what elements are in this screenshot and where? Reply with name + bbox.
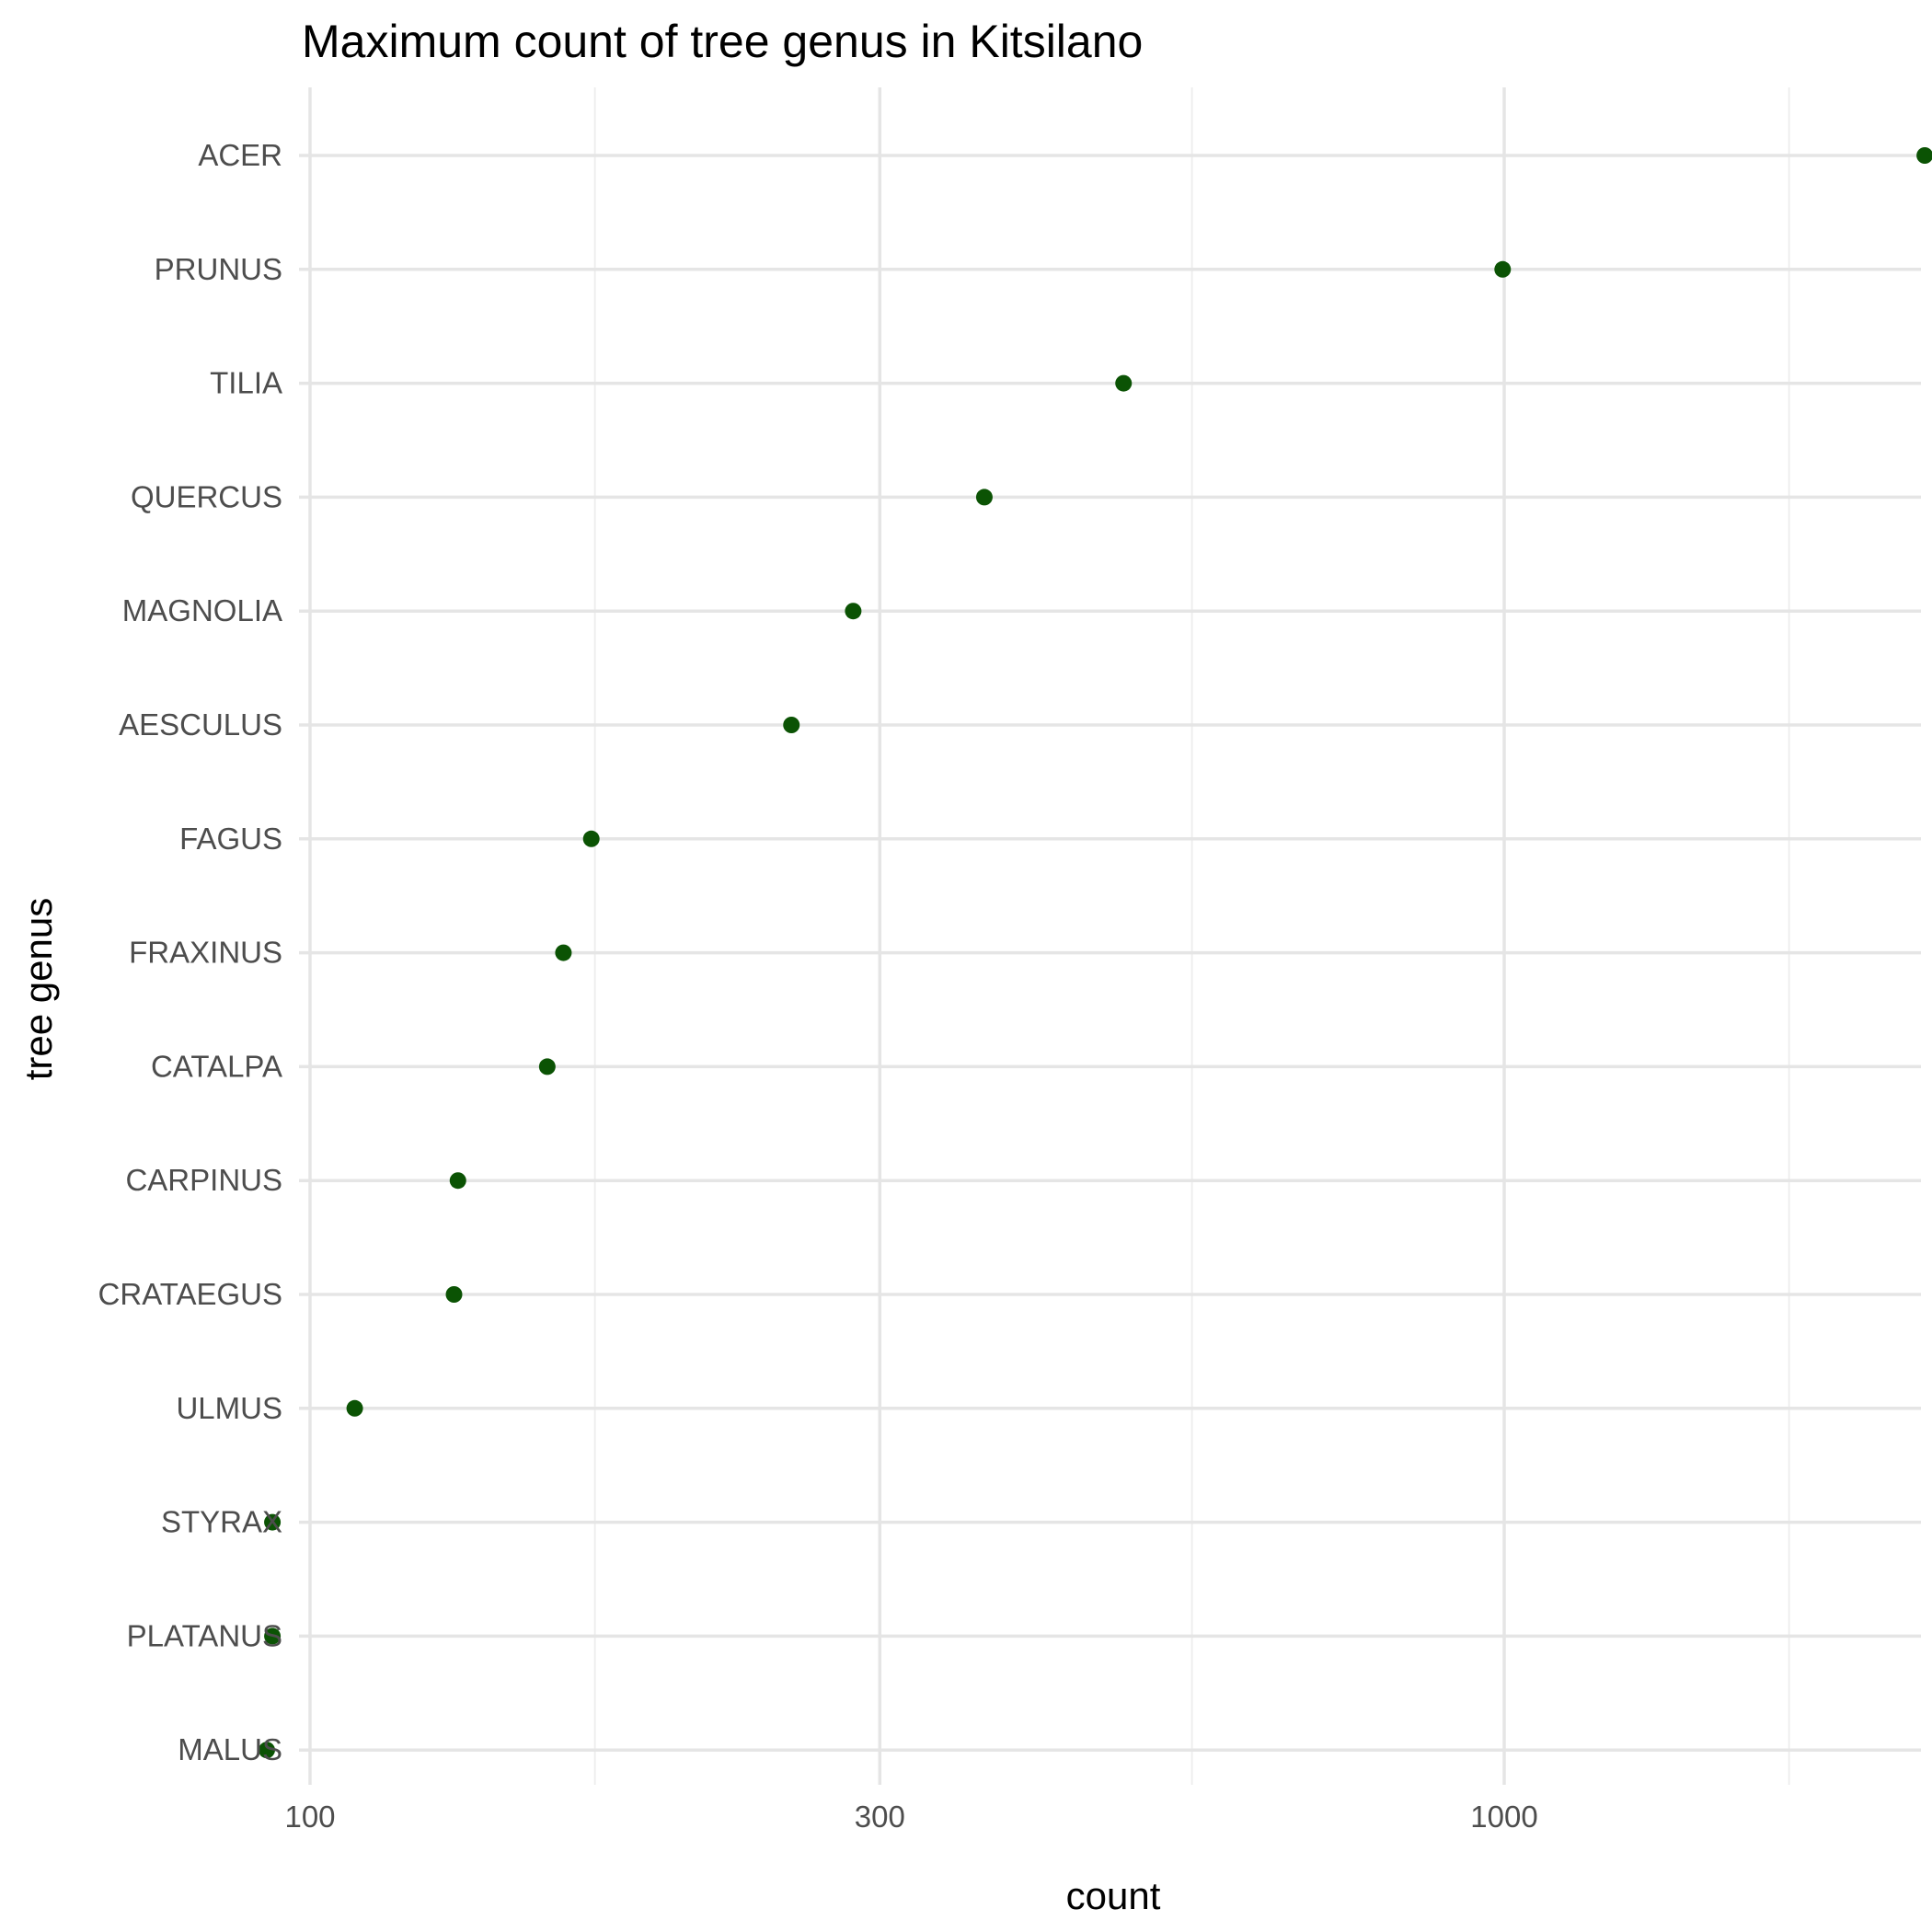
data-point: [445, 1286, 463, 1303]
data-point: [582, 830, 600, 847]
data-point: [783, 717, 800, 733]
y-axis-title: tree genus: [17, 898, 60, 1080]
y-tick-label: CARPINUS: [125, 1163, 282, 1197]
y-axis-ticks: ACER PRUNUS TILIA QUERCUS MAGNOLIA AESCULUS FA…: [98, 138, 282, 1766]
data-point: [975, 489, 993, 506]
y-tick-label: STYRAX: [161, 1505, 282, 1539]
x-axis-ticks: 100 300 1000: [284, 1800, 1537, 1834]
data-point: [258, 1742, 275, 1759]
x-tick-label: 1000: [1470, 1800, 1537, 1834]
y-tick-label: AESCULUS: [119, 707, 282, 742]
data-point: [845, 603, 862, 620]
x-tick-label: 300: [855, 1800, 905, 1834]
y-tick-label: ACER: [198, 138, 282, 172]
data-point: [449, 1172, 466, 1190]
x-axis-title: count: [1066, 1874, 1161, 1917]
y-tick-label: MAGNOLIA: [122, 593, 282, 627]
y-tick-label: PLATANUS: [127, 1618, 282, 1652]
data-point: [538, 1058, 556, 1075]
data-point: [264, 1513, 282, 1531]
y-tick-label: FAGUS: [179, 822, 282, 856]
grid: [299, 87, 1921, 1785]
data-point: [1115, 374, 1133, 392]
x-tick-label: 100: [284, 1800, 335, 1834]
data-point: [1916, 147, 1932, 164]
data-point: [264, 1627, 282, 1645]
data-points: [258, 147, 1932, 1759]
y-tick-label: ULMUS: [176, 1391, 282, 1425]
y-tick-label: PRUNUS: [155, 252, 282, 286]
y-tick-label: QUERCUS: [131, 479, 282, 513]
chart-title: Maximum count of tree genus in Kitsilano: [302, 16, 1143, 67]
data-point: [1494, 260, 1512, 278]
y-tick-label: CATALPA: [151, 1049, 282, 1083]
y-tick-label: TILIA: [210, 366, 282, 400]
y-tick-label: FRAXINUS: [129, 936, 282, 970]
data-point: [555, 944, 572, 961]
y-tick-label: CRATAEGUS: [98, 1277, 282, 1311]
y-tick-label: MALUS: [178, 1732, 282, 1766]
data-point: [346, 1399, 363, 1417]
